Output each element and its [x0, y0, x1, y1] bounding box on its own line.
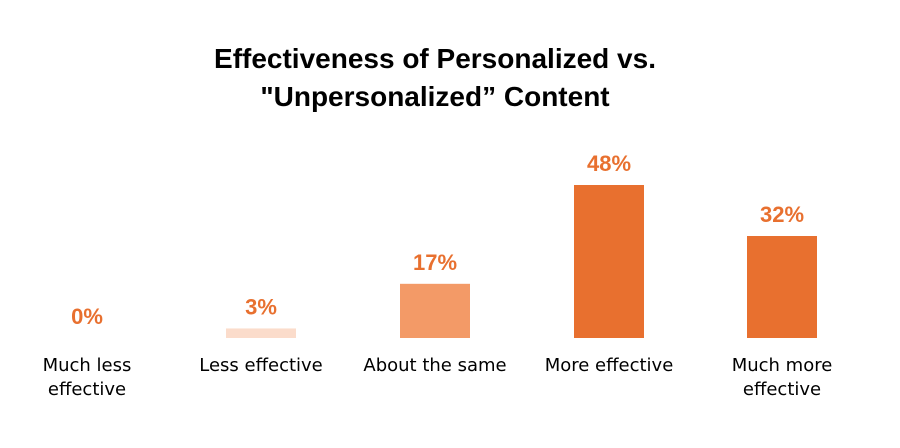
value-labels-group: 0% 3% 17% 48% 32% — [71, 151, 804, 329]
category-labels-group: Much less effective Less effective About th… — [43, 355, 833, 400]
category-label-4-line-0: Much more — [732, 355, 833, 376]
category-label-1: Less effective — [199, 355, 323, 376]
bars-group — [226, 185, 817, 338]
bar-2 — [400, 283, 470, 338]
value-label-0: 0% — [71, 304, 103, 329]
value-label-3: 48% — [587, 151, 631, 176]
category-label-0-line-0: Much less — [43, 355, 132, 376]
category-label-0-line-1: effective — [48, 379, 126, 400]
value-label-2: 17% — [413, 250, 457, 275]
category-label-4-line-1: effective — [743, 379, 821, 400]
bar-1 — [226, 328, 296, 338]
bar-4 — [747, 236, 817, 338]
category-label-3: More effective — [545, 355, 674, 376]
chart-title-line-2: "Unpersonalized” Content — [260, 81, 610, 112]
bar-3 — [574, 185, 644, 338]
chart-title: Effectiveness of Personalized vs. "Unper… — [0, 40, 870, 116]
value-label-1: 3% — [245, 294, 277, 319]
value-label-4: 32% — [760, 202, 804, 227]
chart-title-line-1: Effectiveness of Personalized vs. — [214, 43, 656, 74]
category-label-2: About the same — [363, 355, 506, 376]
